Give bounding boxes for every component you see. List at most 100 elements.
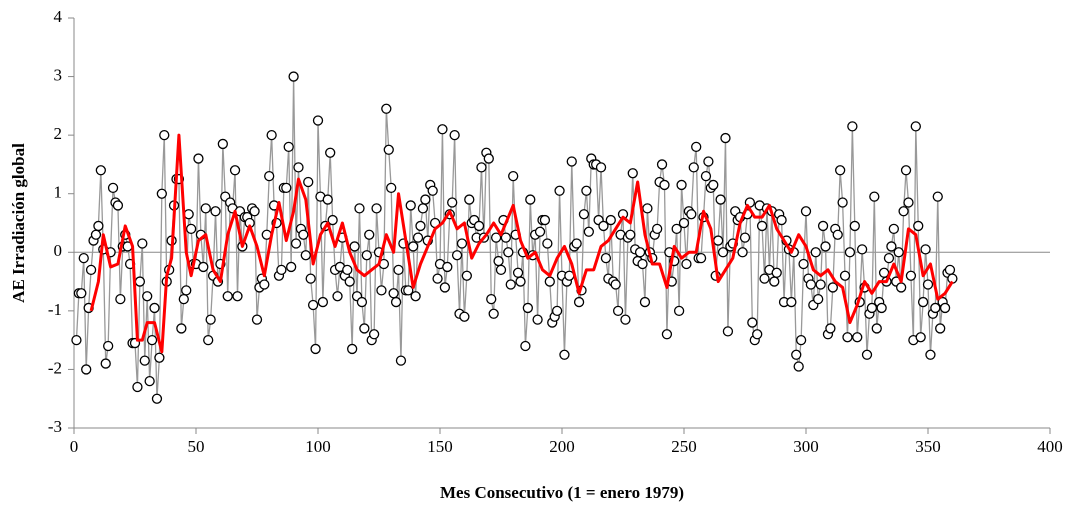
point: [451, 250, 463, 261]
point: [447, 197, 458, 208]
point: [205, 314, 216, 325]
point: [442, 261, 453, 273]
point: [103, 340, 114, 352]
point: [944, 264, 956, 276]
point: [95, 165, 106, 176]
point: [383, 144, 394, 155]
point: [298, 229, 309, 240]
point: [515, 276, 526, 287]
point: [293, 162, 304, 173]
point: [495, 264, 507, 276]
point: [305, 273, 316, 284]
point: [144, 375, 155, 387]
point: [185, 223, 197, 235]
point: [903, 197, 914, 208]
point: [861, 349, 873, 360]
point: [251, 314, 263, 325]
point: [835, 165, 846, 176]
point: [715, 194, 726, 205]
point: [178, 293, 189, 305]
point: [181, 285, 192, 296]
point: [176, 323, 187, 334]
point: [327, 214, 338, 226]
point: [146, 334, 158, 346]
point: [259, 279, 270, 290]
point: [356, 296, 368, 308]
point: [786, 296, 797, 308]
point: [142, 291, 153, 302]
point: [598, 220, 609, 232]
point: [913, 220, 924, 232]
point: [688, 162, 699, 173]
point: [747, 317, 758, 328]
point: [310, 343, 321, 355]
point: [354, 203, 365, 214]
point: [420, 194, 431, 205]
point: [486, 293, 497, 305]
point: [676, 179, 687, 191]
point: [388, 288, 399, 299]
point: [686, 209, 697, 220]
point: [769, 276, 780, 287]
point: [708, 179, 719, 191]
point: [403, 285, 414, 296]
point: [883, 252, 895, 264]
point: [344, 276, 355, 287]
x-tick-label: 350: [915, 437, 941, 456]
x-axis-title: Mes Consecutivo (1 = enero 1979): [440, 483, 684, 502]
point: [691, 141, 702, 153]
point: [566, 156, 577, 167]
point: [771, 267, 782, 278]
point: [427, 185, 438, 196]
x-tick-label: 200: [549, 437, 575, 456]
point: [503, 247, 514, 258]
point: [361, 250, 372, 261]
x-tick-label: 400: [1037, 437, 1063, 456]
point: [342, 264, 353, 276]
point: [810, 247, 821, 258]
point: [505, 279, 516, 290]
point: [395, 355, 407, 366]
point: [417, 203, 429, 214]
point: [415, 220, 426, 232]
point: [488, 308, 499, 319]
point: [737, 247, 748, 258]
point: [813, 293, 824, 305]
point: [886, 241, 897, 252]
point: [915, 332, 926, 343]
point: [393, 264, 404, 276]
point: [605, 214, 616, 226]
point: [930, 302, 941, 314]
point: [925, 349, 936, 360]
point: [217, 138, 228, 150]
point: [368, 329, 380, 340]
point: [139, 355, 150, 366]
point: [371, 203, 382, 214]
point: [544, 276, 555, 287]
point: [112, 200, 124, 211]
point: [827, 282, 838, 293]
point: [473, 220, 485, 232]
point: [508, 170, 519, 182]
point: [390, 296, 402, 308]
point: [849, 220, 860, 232]
point: [703, 156, 714, 167]
point: [405, 200, 416, 211]
point: [900, 165, 912, 176]
y-tick-label: 3: [54, 65, 63, 84]
series-line: [89, 133, 954, 354]
point: [825, 323, 836, 334]
point: [449, 129, 460, 141]
point: [476, 162, 487, 173]
y-tick-label: 0: [54, 241, 63, 260]
point: [520, 340, 531, 352]
point: [500, 232, 512, 243]
point: [281, 182, 292, 194]
point: [156, 188, 167, 199]
point: [264, 170, 275, 182]
x-tick-label: 50: [188, 437, 205, 456]
point: [752, 329, 763, 340]
point: [347, 343, 358, 355]
point: [322, 194, 333, 205]
point: [817, 220, 829, 232]
